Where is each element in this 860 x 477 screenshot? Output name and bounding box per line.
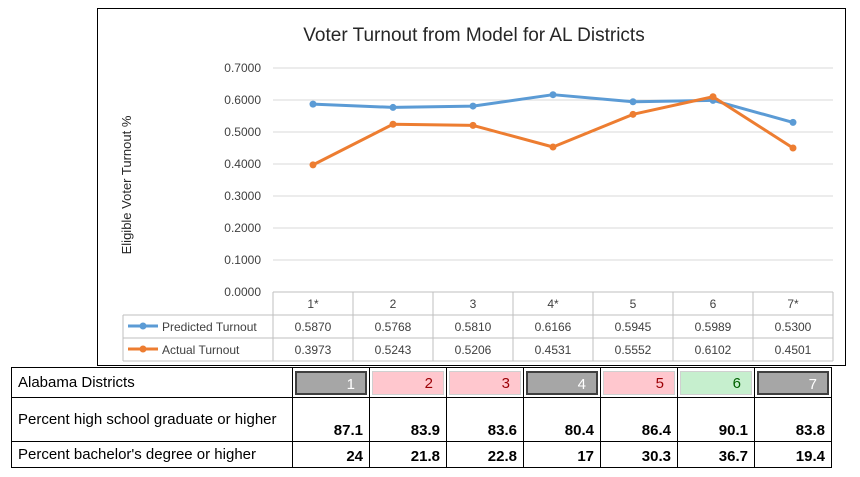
data-table-value: 0.6166: [535, 320, 572, 334]
chart-area: Voter Turnout from Model for AL District…: [97, 8, 846, 366]
x-category-label: 7*: [787, 297, 799, 311]
row-label-high-school: Percent high school graduate or higher: [11, 397, 293, 442]
legend-label: Actual Turnout: [162, 343, 240, 357]
district-number: 5: [603, 370, 675, 395]
data-point: [629, 110, 637, 118]
legend-key-marker: [139, 345, 147, 353]
data-table-value: 0.5243: [375, 343, 412, 357]
table-cell-value: 19.4: [754, 441, 832, 468]
table-cell-value: 83.8: [754, 397, 832, 442]
x-category-label: 6: [710, 297, 717, 311]
data-table-value: 0.4501: [775, 343, 812, 357]
district-number: 7: [757, 370, 829, 395]
x-category-label: 5: [630, 297, 637, 311]
data-table-value: 0.5810: [455, 320, 492, 334]
district-number: 2: [372, 370, 444, 395]
district-header-cell: 3: [446, 367, 524, 398]
data-table-value: 0.5206: [455, 343, 492, 357]
table-row-high-school: Percent high school graduate or higher 8…: [11, 397, 832, 442]
chart-title: Voter Turnout from Model for AL District…: [303, 25, 644, 46]
table-cell-value: 90.1: [677, 397, 755, 442]
data-table-value: 0.5552: [615, 343, 652, 357]
data-table-value: 0.5989: [695, 320, 732, 334]
series-line-0: [312, 93, 794, 124]
y-tick-label: 0.4000: [224, 157, 261, 171]
data-point: [309, 100, 317, 108]
y-tick-label: 0.6000: [224, 93, 261, 107]
x-category-label: 3: [470, 297, 477, 311]
table-cell-value: 17: [523, 441, 601, 468]
data-table-value: 0.5300: [775, 320, 812, 334]
table-cell-value: 83.9: [369, 397, 447, 442]
table-cell-value: 36.7: [677, 441, 755, 468]
y-tick-label: 0.1000: [224, 253, 261, 267]
district-header-cell: 6: [677, 367, 755, 398]
y-tick-label: 0.3000: [224, 189, 261, 203]
data-table-value: 0.3973: [295, 343, 332, 357]
y-tick-label: 0.7000: [224, 61, 261, 75]
data-point: [549, 91, 557, 99]
district-number: 3: [449, 370, 521, 395]
data-table-value: 0.5768: [375, 320, 412, 334]
table-cell-value: 80.4: [523, 397, 601, 442]
district-number: 6: [680, 370, 752, 395]
table-cell-value: 30.3: [600, 441, 678, 468]
data-point: [789, 118, 797, 126]
x-category-label: 4*: [547, 297, 559, 311]
data-point: [309, 161, 317, 169]
district-header-cell: 7: [754, 367, 832, 398]
y-tick-label: 0.2000: [224, 221, 261, 235]
district-number: 4: [526, 370, 598, 395]
data-point: [469, 102, 477, 110]
line-chart: Voter Turnout from Model for AL District…: [119, 25, 834, 362]
data-point: [389, 120, 397, 128]
table-cell-value: 87.1: [292, 397, 370, 442]
table-cell-value: 86.4: [600, 397, 678, 442]
district-header-cell: 1: [292, 367, 370, 398]
x-category-label: 2: [390, 297, 397, 311]
data-point: [469, 121, 477, 129]
district-header-cell: 2: [369, 367, 447, 398]
district-header-cell: 4: [523, 367, 601, 398]
table-cell-value: 21.8: [369, 441, 447, 468]
district-number: 1: [295, 370, 367, 395]
table-cell-value: 22.8: [446, 441, 524, 468]
table-cell-value: 24: [292, 441, 370, 468]
data-point: [549, 143, 557, 151]
legend-key-marker: [139, 322, 147, 330]
data-table-value: 0.6102: [695, 343, 732, 357]
data-point: [709, 93, 717, 101]
district-header-cell: 5: [600, 367, 678, 398]
data-point: [389, 103, 397, 111]
y-tick-label: 0.0000: [224, 285, 261, 299]
table-cell-value: 83.6: [446, 397, 524, 442]
y-axis-label: Eligible Voter Turnout %: [119, 115, 134, 254]
data-table-value: 0.4531: [535, 343, 572, 357]
data-table-value: 0.5870: [295, 320, 332, 334]
row-label-bachelors: Percent bachelor's degree or higher: [11, 441, 293, 468]
table-header-label: Alabama Districts: [11, 367, 293, 398]
table-row-bachelors: Percent bachelor's degree or higher 24 21…: [11, 441, 832, 468]
data-point: [789, 144, 797, 152]
x-category-label: 1*: [307, 297, 319, 311]
legend-label: Predicted Turnout: [162, 320, 257, 334]
y-tick-label: 0.5000: [224, 125, 261, 139]
data-table-value: 0.5945: [615, 320, 652, 334]
data-point: [629, 98, 637, 106]
